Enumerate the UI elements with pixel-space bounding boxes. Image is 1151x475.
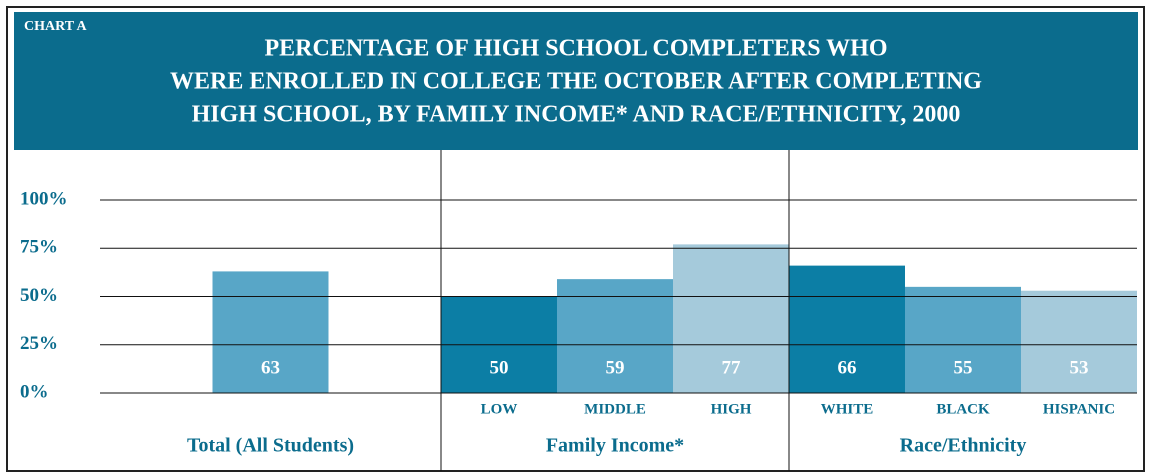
y-tick-label: 75% — [20, 237, 58, 258]
chart-title: HIGH SCHOOL, BY FAMILY INCOME* AND RACE/… — [192, 102, 961, 128]
x-tick-label: LOW — [481, 401, 518, 417]
value-label: 77 — [722, 357, 742, 378]
chart-title: PERCENTAGE OF HIGH SCHOOL COMPLETERS WHO — [265, 36, 888, 62]
value-label: 50 — [490, 357, 509, 378]
chart-label: CHART A — [24, 19, 88, 34]
bar — [905, 286, 1021, 393]
bar — [1021, 290, 1137, 393]
value-label: 53 — [1070, 357, 1089, 378]
header — [14, 12, 1138, 150]
group-label: Race/Ethnicity — [900, 435, 1027, 457]
y-tick-label: 0% — [20, 381, 49, 402]
value-label: 55 — [954, 357, 973, 378]
group-label: Family Income* — [546, 435, 684, 457]
y-tick-label: 50% — [20, 285, 58, 306]
group-label: Total (All Students) — [187, 435, 354, 457]
x-tick-label: MIDDLE — [584, 401, 646, 417]
value-label: 63 — [261, 357, 280, 378]
value-label: 59 — [606, 357, 625, 378]
x-tick-label: HIGH — [711, 401, 752, 417]
y-tick-label: 25% — [20, 333, 58, 354]
y-tick-label: 100% — [20, 188, 68, 209]
bar — [557, 279, 673, 393]
x-tick-label: HISPANIC — [1043, 401, 1115, 417]
chart-title: WERE ENROLLED IN COLLEGE THE OCTOBER AFT… — [170, 69, 982, 95]
bar — [789, 265, 905, 393]
value-label: 66 — [838, 357, 857, 378]
bar — [212, 271, 329, 393]
bar — [673, 244, 789, 393]
x-tick-label: WHITE — [821, 401, 874, 417]
x-tick-label: BLACK — [936, 401, 990, 417]
